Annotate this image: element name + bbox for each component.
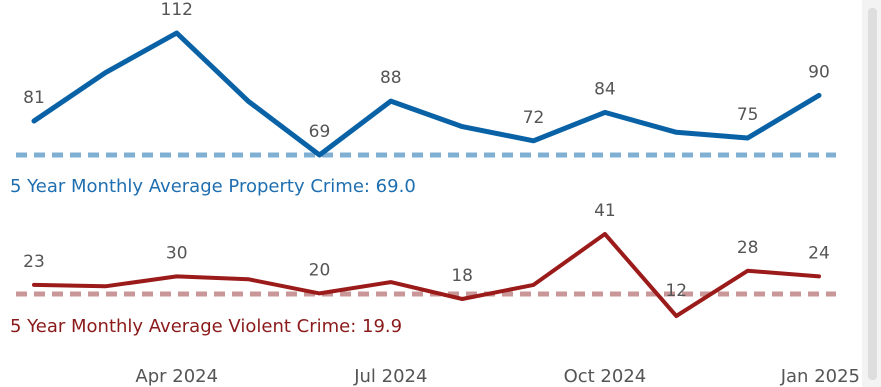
property-data-label: 72	[523, 108, 545, 128]
violent-average-label: 5 Year Monthly Average Violent Crime: 19…	[10, 316, 403, 337]
violent-data-label: 18	[451, 266, 473, 286]
chart-canvas: 81 112 69 88 72 84 75 90 23 30 20 18 41 12 28 24 Apr 2…	[16, 0, 860, 387]
violent-data-label: 24	[808, 243, 830, 263]
property-data-label: 84	[594, 79, 616, 99]
property-crime-panel: 81 112 69 88 72 84 75 90	[16, 0, 836, 158]
violent-data-label: 28	[737, 238, 759, 258]
property-data-label: 112	[161, 0, 193, 20]
x-tick-label: Jan 2025	[780, 366, 860, 387]
x-axis: Apr 2024 Jul 2024 Oct 2024 Jan 2025	[135, 366, 860, 387]
property-data-label: 81	[23, 88, 45, 108]
violent-data-label: 23	[23, 252, 45, 272]
property-average-label: 5 Year Monthly Average Property Crime: 6…	[10, 176, 416, 197]
violent-series-line	[32, 232, 821, 318]
property-data-label: 69	[309, 122, 331, 142]
x-tick-label: Jul 2024	[353, 366, 427, 387]
violent-data-label: 12	[665, 281, 687, 301]
violent-crime-panel: 23 30 20 18 41 12 28 24	[16, 201, 836, 318]
property-data-label: 90	[808, 62, 830, 82]
x-tick-label: Apr 2024	[135, 366, 218, 387]
x-tick-label: Oct 2024	[564, 366, 647, 387]
violent-data-label: 30	[166, 243, 188, 263]
violent-data-label: 41	[594, 201, 616, 221]
vertical-scrollbar[interactable]	[862, 0, 881, 387]
property-data-label: 88	[380, 68, 402, 88]
property-data-label: 75	[737, 105, 759, 125]
scrollbar-thumb[interactable]	[868, 8, 877, 380]
property-series-line	[31, 30, 822, 158]
violent-data-label: 20	[309, 260, 331, 280]
